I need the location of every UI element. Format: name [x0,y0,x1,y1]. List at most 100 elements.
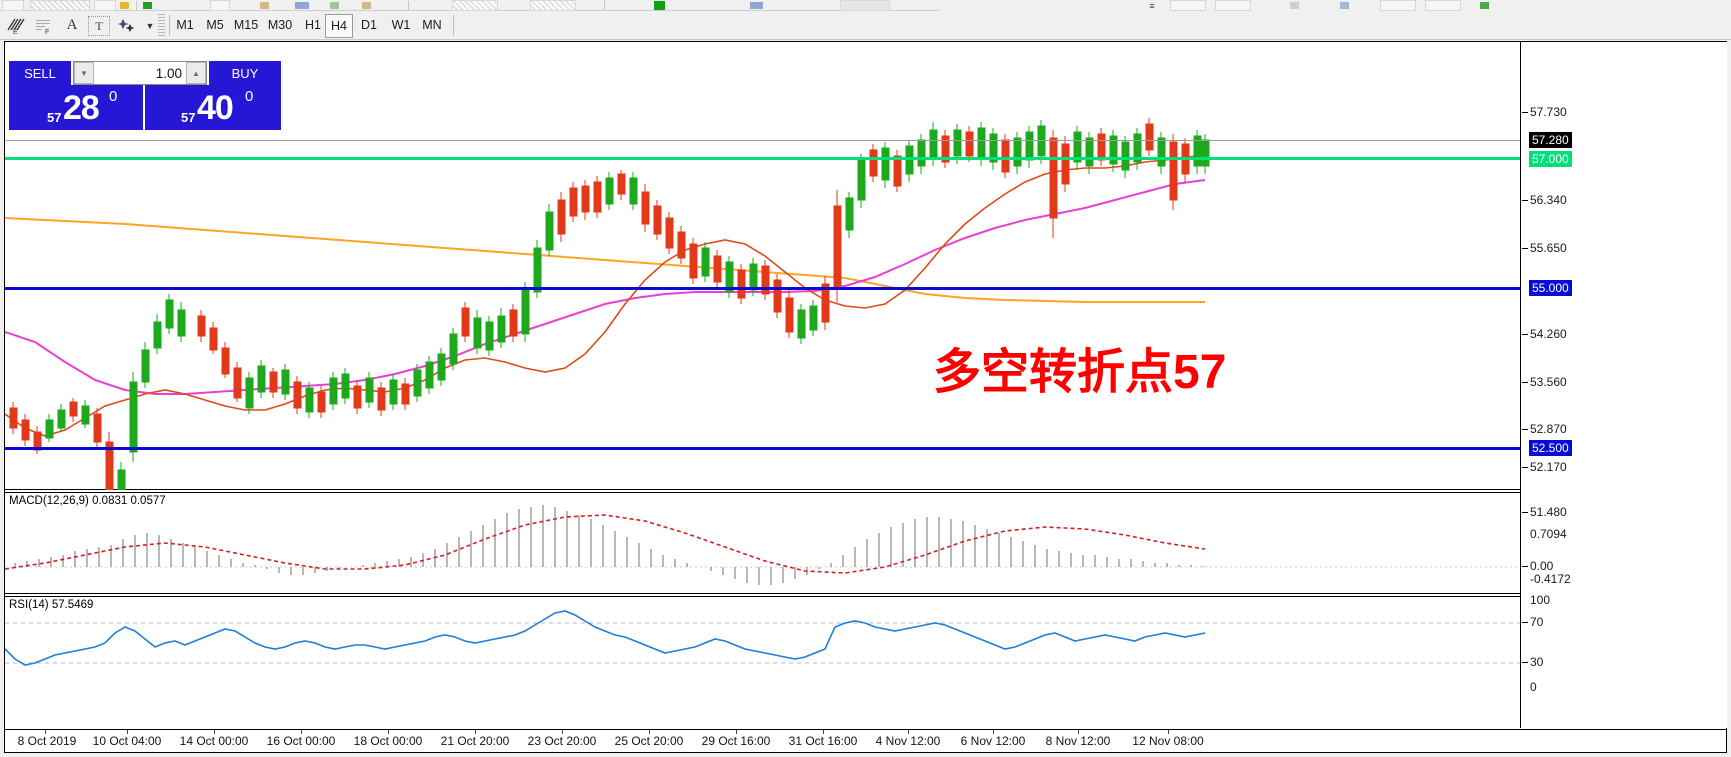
support-line-55[interactable] [5,287,1521,290]
macd-tick-zero: 0.00 [1530,559,1554,573]
price-chart-svg [5,118,1210,490]
timeframe-m15[interactable]: M15 [233,18,259,32]
upper-toolbar-strip: ≡ [0,0,1489,11]
price-tick-55650: 55.650 [1530,241,1567,255]
volume-value[interactable]: 1.00 [155,65,182,81]
toolbar-icon-extra-5[interactable] [1380,0,1416,11]
level-label-55000[interactable]: 55.000 [1529,280,1572,296]
macd-tick-max: 0.7094 [1530,527,1567,541]
buy-price-whole: 57 [181,110,196,125]
timeframe-mn[interactable]: MN [422,18,442,32]
indicators-icon[interactable]: E [4,14,28,37]
toolbar-icon-extra-4[interactable] [1340,2,1349,9]
text-label-icon[interactable]: T [88,16,110,36]
bar-chart-icon[interactable] [295,2,309,9]
price-tick-54260: 54.260 [1530,327,1567,341]
chart-window[interactable]: USOil-,H4 57.200 57.490 57.150 57.280 [4,41,1727,753]
rsi-tick-30: 30 [1530,655,1544,669]
macd-signal-line [5,514,1206,574]
support-line-52-5[interactable] [5,447,1521,450]
toolbar-icon-autotrading[interactable] [210,0,230,11]
new-order-icon[interactable] [143,2,152,9]
timeframe-m30[interactable]: M30 [267,18,293,32]
time-label-1: 10 Oct 04:00 [92,734,162,748]
toolbar-icon-extra-6[interactable] [1425,0,1461,11]
timeframe-d1[interactable]: D1 [361,18,377,32]
volume-increase-button[interactable]: ▲ [186,62,206,84]
price-tick-52170: 52.170 [1530,460,1567,474]
autoscroll-icon[interactable] [654,1,665,10]
price-axis[interactable]: 57.730 57.280 57.000 56.340 55.650 55.00… [1522,42,1727,728]
timeframe-h1[interactable]: H1 [305,18,321,32]
svg-text:E: E [13,29,18,35]
toolbar-icon-extra-3[interactable] [1290,2,1299,9]
objects-glyph [118,18,135,32]
volume-decrease-button[interactable]: ▼ [74,62,94,84]
one-click-trading-panel[interactable]: SELL ▼ 1.00 ▲ BUY 57 28 0 57 40 0 [9,61,281,130]
level-label-57000[interactable]: 57.000 [1529,151,1572,167]
toolbar-icon-zoomout[interactable] [530,0,576,11]
time-label-10: 4 Nov 12:00 [875,734,941,748]
price-tick-57730: 57.730 [1530,105,1567,119]
svg-text:F: F [45,29,49,35]
toolbar-icon-zoomin[interactable] [452,0,498,11]
buy-price-frac: 0 [245,88,254,105]
sell-price-display[interactable]: 57 28 0 [9,85,143,130]
time-label-0: 8 Oct 2019 [17,734,77,748]
timeframe-h4[interactable]: H4 [325,14,353,38]
timeframe-w1[interactable]: W1 [391,18,411,32]
rsi-tick-70: 70 [1530,615,1544,629]
rsi-tick-100: 100 [1530,593,1551,607]
time-label-13: 12 Nov 08:00 [1132,734,1204,748]
rsi-chart-svg [5,610,1521,666]
macd-histogram [14,505,1204,585]
chart-annotation-text[interactable]: 多空转折点57 [933,346,1227,399]
timeframe-m5[interactable]: M5 [206,18,224,32]
rsi-line [5,610,1206,666]
crosshair-grid-icon[interactable]: F [32,14,56,37]
toolbar-icon-extra-7[interactable] [1480,2,1489,9]
expert-advisor-icon[interactable] [260,2,269,9]
timeframe-m1[interactable]: M1 [176,18,194,32]
line-chart-icon[interactable] [362,2,371,9]
chart-shift-icon[interactable] [750,2,763,9]
time-label-7: 25 Oct 20:00 [614,734,684,748]
buy-price-main: 40 [197,89,234,127]
folder-icon[interactable] [120,2,129,9]
toolbar-icon-profiles[interactable] [30,0,90,11]
sell-price-whole: 57 [47,110,62,125]
price-tick-53560: 53.560 [1530,375,1567,389]
time-label-2: 14 Oct 00:00 [179,734,249,748]
sell-price-frac: 0 [109,88,118,105]
toolbar-icon-new[interactable] [2,0,24,11]
objects-icon[interactable] [116,14,140,37]
sell-button[interactable]: SELL [9,61,71,85]
buy-button[interactable]: BUY [209,61,281,85]
toolbar-icon-charts[interactable] [94,0,116,11]
candle-chart-icon[interactable] [330,2,339,9]
candlestick-series [9,118,1210,490]
time-label-6: 23 Oct 20:00 [527,734,597,748]
rsi-pane[interactable]: RSI(14) 57.5469 [5,596,1521,728]
pane-axis-divider [1520,42,1521,728]
text-tool-icon[interactable]: A [66,17,78,33]
ma-long-orange [5,217,1205,303]
hamburger-menu-icon[interactable]: ≡ [1149,0,1155,11]
buy-price-display[interactable]: 57 40 0 [145,85,281,130]
macd-tick-min: -0.4172 [1530,572,1571,586]
level-label-52500[interactable]: 52.500 [1529,440,1572,456]
macd-indicator-label: MACD(12,26,9) 0.0831 0.0577 [9,495,166,507]
toolbar-icon-extra-2[interactable] [1215,0,1251,11]
macd-pane[interactable]: MACD(12,26,9) 0.0831 0.0577 [5,492,1521,594]
objects-dropdown-icon[interactable]: ▼ [145,20,155,31]
toolbar-icon-extra-1[interactable] [1170,0,1206,11]
price-pane[interactable]: 多空转折点57 [5,42,1521,490]
resistance-line-57[interactable] [5,157,1521,160]
time-axis[interactable]: 8 Oct 2019 10 Oct 04:00 14 Oct 00:00 16 … [5,729,1726,752]
volume-input-group[interactable]: ▼ 1.00 ▲ [73,61,207,85]
toolbar-icon-templates[interactable] [840,0,890,11]
ma-fast-red [5,153,1206,437]
toolbar-drag-handle[interactable] [158,14,165,37]
grid-glyph: F [36,19,50,35]
